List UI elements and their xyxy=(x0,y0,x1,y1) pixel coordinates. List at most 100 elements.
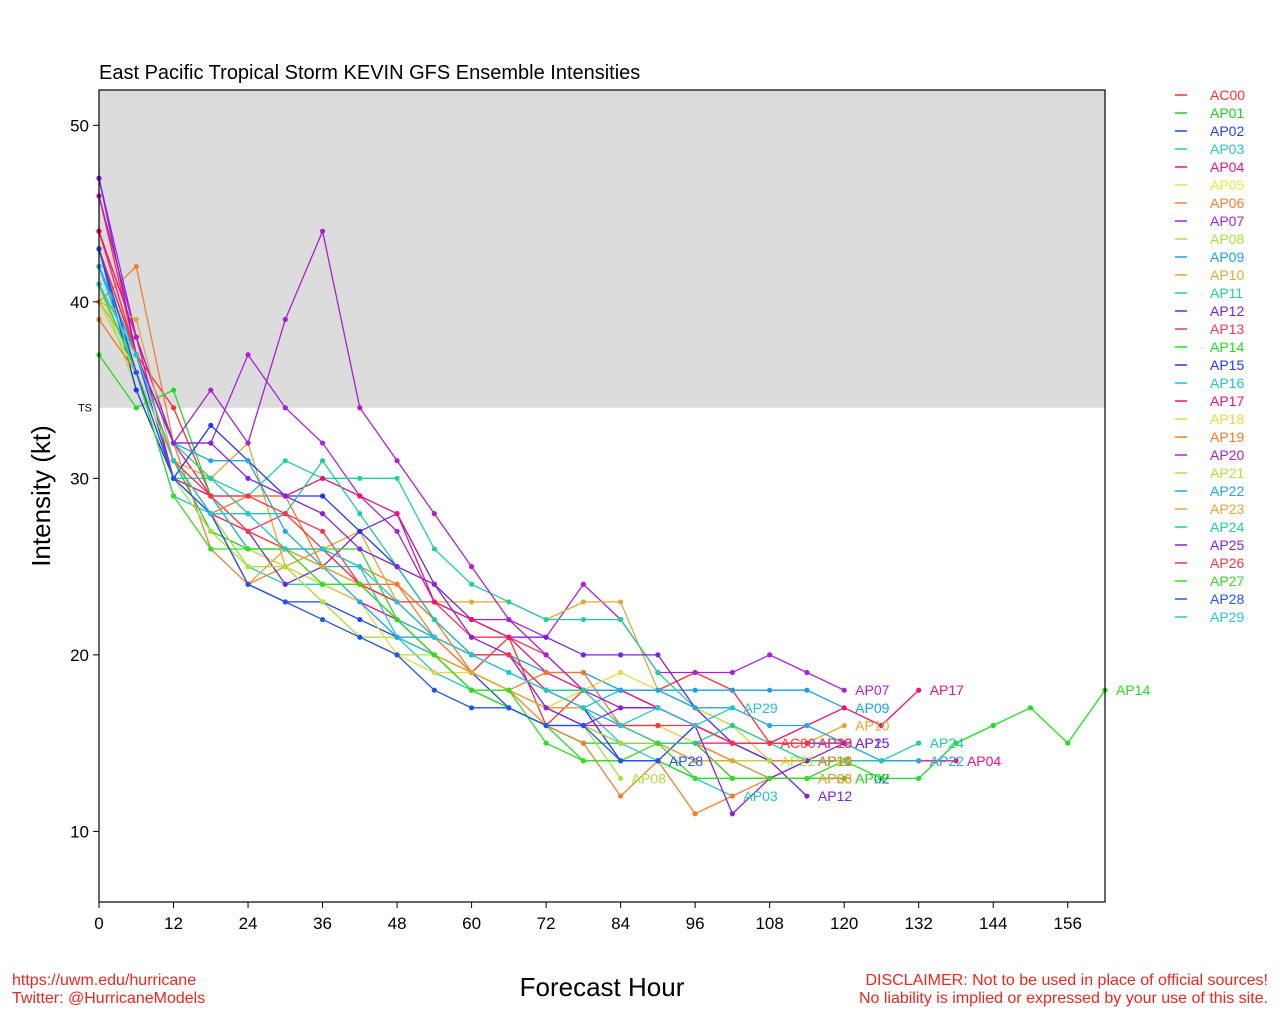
twitter-handle[interactable]: Twitter: @HurricaneModels xyxy=(12,990,206,1007)
data-point xyxy=(580,599,586,605)
data-point xyxy=(655,687,661,693)
series-end-label: AP29 xyxy=(743,700,777,716)
data-point xyxy=(133,316,139,323)
legend-entry-ap04: AP04 xyxy=(1175,159,1244,175)
x-tick-label: 24 xyxy=(239,914,258,933)
data-point xyxy=(1065,740,1071,746)
data-point xyxy=(431,511,437,517)
data-point xyxy=(729,722,736,729)
legend-label: AP09 xyxy=(1210,249,1244,265)
data-point xyxy=(245,528,251,534)
legend-label: AP19 xyxy=(1210,429,1244,445)
data-point xyxy=(618,793,624,799)
x-tick-label: 156 xyxy=(1054,914,1082,933)
series-line xyxy=(98,248,658,762)
data-point xyxy=(618,669,624,676)
data-point xyxy=(319,511,326,517)
data-point xyxy=(208,440,214,446)
data-point xyxy=(282,511,288,517)
data-point xyxy=(431,616,437,623)
data-point xyxy=(394,475,400,481)
x-tick-label: 60 xyxy=(462,914,481,933)
x-tick-label: 36 xyxy=(313,914,332,933)
data-point xyxy=(208,493,214,499)
series-end-label: AP08 xyxy=(632,770,666,786)
data-point xyxy=(580,758,586,764)
series-end-label: AP04 xyxy=(967,753,1001,769)
legend-entry-ap22: AP22 xyxy=(1175,483,1244,499)
legend-label: AC00 xyxy=(1210,87,1245,103)
legend-entry-ap17: AP17 xyxy=(1175,393,1244,409)
data-point xyxy=(767,652,773,658)
data-point xyxy=(319,564,326,570)
data-point xyxy=(618,652,624,658)
data-point xyxy=(543,722,549,729)
data-point xyxy=(431,599,437,605)
series-end-label: AP19 xyxy=(818,753,852,769)
site-url[interactable]: https://uwm.edu/hurricane xyxy=(12,972,197,989)
legend-label: AP23 xyxy=(1210,501,1244,517)
data-point xyxy=(692,758,698,764)
data-point xyxy=(245,440,251,446)
data-point xyxy=(357,634,363,640)
legend-label: AP06 xyxy=(1210,195,1244,211)
series-end-label: AP28 xyxy=(669,753,703,769)
data-point xyxy=(692,811,698,817)
data-point xyxy=(804,687,810,693)
data-point xyxy=(729,811,736,817)
data-point xyxy=(357,511,363,517)
data-point xyxy=(916,687,922,693)
data-point xyxy=(357,546,363,552)
data-point xyxy=(431,669,437,676)
legend-label: AP07 xyxy=(1210,213,1244,229)
data-point xyxy=(431,634,437,640)
legend-entry-ap01: AP01 xyxy=(1175,105,1244,121)
data-point xyxy=(506,687,512,693)
data-point xyxy=(729,705,736,711)
data-point xyxy=(170,458,177,464)
series-end-label: AP26 xyxy=(818,735,852,751)
data-point xyxy=(878,722,885,729)
data-point xyxy=(618,758,624,764)
legend-entry-ap12: AP12 xyxy=(1175,303,1244,319)
data-point xyxy=(245,475,251,481)
data-point xyxy=(208,458,214,464)
data-point xyxy=(319,228,326,234)
data-point xyxy=(468,687,475,693)
data-point xyxy=(357,405,363,411)
data-point xyxy=(543,705,549,711)
legend-label: AP18 xyxy=(1210,411,1244,427)
data-point xyxy=(357,564,363,570)
data-point xyxy=(133,352,139,358)
data-point xyxy=(506,634,512,640)
series-line xyxy=(98,266,807,762)
x-tick-label: 120 xyxy=(830,914,858,933)
data-point xyxy=(282,564,288,570)
data-point xyxy=(357,616,363,623)
legend-label: AP12 xyxy=(1210,303,1244,319)
data-point xyxy=(692,669,698,676)
data-point xyxy=(506,599,512,605)
data-point xyxy=(506,705,512,711)
data-point xyxy=(468,616,475,623)
data-point xyxy=(729,775,736,782)
data-point xyxy=(692,687,698,693)
y-tick-label: 40 xyxy=(70,293,89,312)
legend-label: AP08 xyxy=(1210,231,1244,247)
data-point xyxy=(580,705,586,711)
data-point xyxy=(319,546,326,552)
data-point xyxy=(841,687,847,693)
series-end-label: AP25 xyxy=(855,735,889,751)
data-point xyxy=(208,422,214,428)
x-tick-label: 12 xyxy=(164,914,183,933)
data-point xyxy=(319,458,326,464)
data-point xyxy=(618,687,624,693)
data-point xyxy=(282,546,288,552)
series-line xyxy=(98,283,733,727)
series-end-label: AP07 xyxy=(855,682,889,698)
data-point xyxy=(170,387,177,393)
legend-entry-ap20: AP20 xyxy=(1175,447,1244,463)
data-point xyxy=(468,564,475,570)
legend-label: AP27 xyxy=(1210,573,1244,589)
legend-entry-ap29: AP29 xyxy=(1175,609,1244,625)
